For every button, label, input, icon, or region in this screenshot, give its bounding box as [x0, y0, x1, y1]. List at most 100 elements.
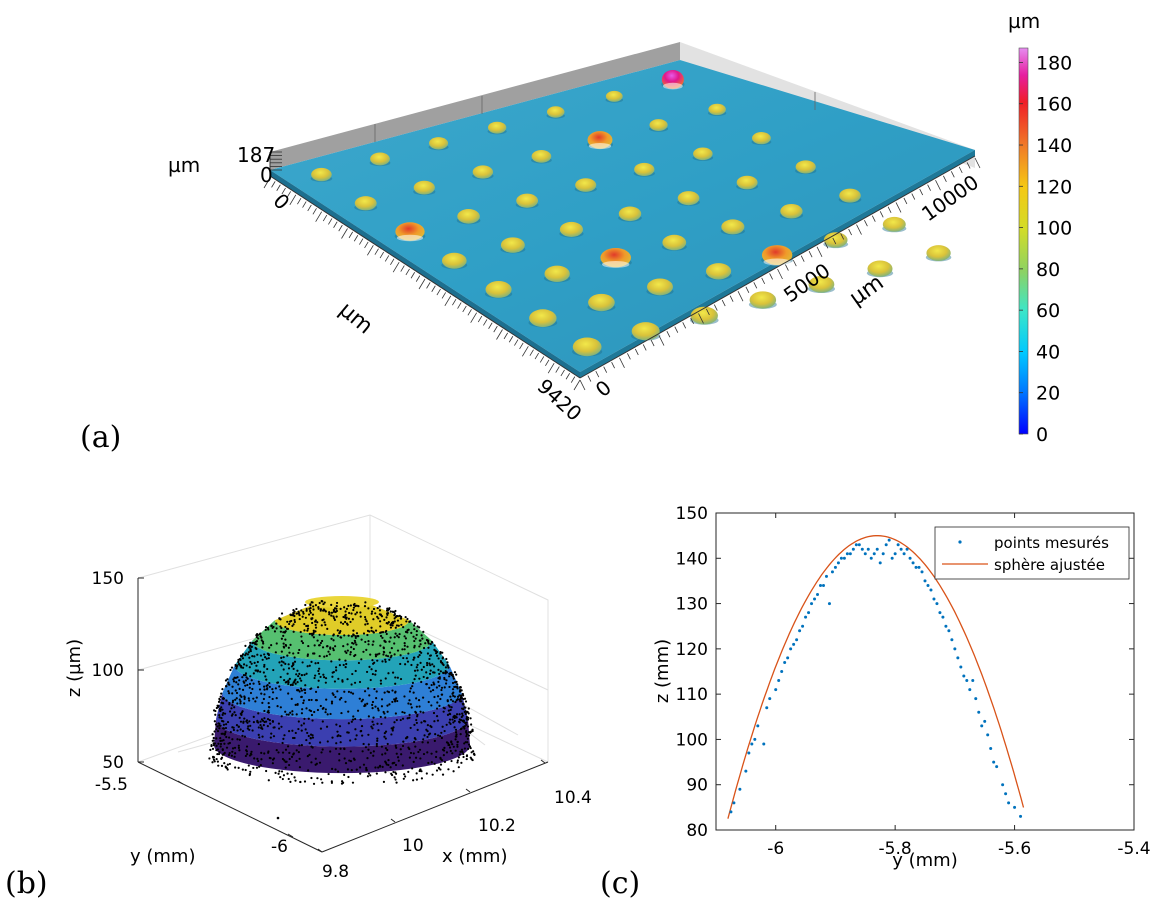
cloud-point [300, 695, 303, 698]
cloud-point [299, 630, 302, 634]
cloud-point [307, 769, 310, 772]
cloud-point [300, 724, 303, 727]
cloud-point [306, 653, 310, 656]
cloud-point [311, 613, 315, 616]
x-axis-tick [415, 275, 421, 282]
cloud-point [300, 679, 303, 682]
b-xtick-10: 10 [402, 836, 424, 856]
cloud-point [463, 742, 466, 745]
cloud-point [260, 726, 263, 729]
x-axis-tick [560, 369, 565, 377]
cloud-point [418, 748, 422, 751]
cloud-point [360, 700, 363, 703]
y-axis-tick [840, 233, 845, 240]
cloud-point [407, 770, 410, 773]
x-axis-tick [307, 204, 312, 212]
a-xtick-0: 0 [268, 189, 294, 215]
cloud-point [422, 630, 425, 633]
cloud-point [281, 751, 285, 754]
legend-point-marker [958, 540, 962, 544]
cloud-point [263, 709, 266, 713]
cloud-point [244, 654, 247, 657]
cloud-point [379, 682, 383, 685]
cloud-point [469, 717, 472, 720]
measured-point [860, 547, 864, 551]
cloud-point [446, 700, 449, 703]
cloud-point [421, 637, 424, 640]
cloud-point [449, 695, 452, 698]
cloud-point [448, 746, 452, 749]
cloud-point [380, 705, 384, 708]
cloud-point [304, 728, 307, 731]
cloud-point [237, 663, 241, 666]
cloud-point [354, 636, 357, 640]
cloud-point [377, 709, 380, 712]
cloud-point [311, 734, 314, 737]
cloud-point [233, 746, 237, 749]
cloud-point [370, 626, 373, 629]
cloud-point [384, 747, 388, 750]
cloud-point [300, 640, 303, 643]
cloud-point [356, 709, 360, 712]
cloud-point [306, 731, 309, 735]
measured-point [983, 719, 987, 723]
measured-point [965, 679, 969, 683]
cloud-point [234, 766, 237, 769]
cloud-point [400, 753, 403, 756]
measured-point [938, 611, 942, 615]
cloud-point [354, 641, 357, 644]
cloud-point [261, 658, 264, 661]
cloud-point [288, 622, 291, 626]
cloud-point [239, 700, 242, 703]
cloud-point [249, 660, 252, 664]
b-ztick-150: 150 [92, 569, 124, 589]
cloud-point [213, 730, 216, 733]
cloud-point [328, 653, 331, 656]
cloud-point [259, 635, 262, 638]
cloud-point [355, 734, 358, 737]
cloud-point [348, 759, 351, 762]
cloud-point [402, 626, 405, 629]
bump [531, 149, 552, 163]
cloud-point [280, 660, 283, 663]
cloud-point [379, 625, 382, 628]
cloud-point [422, 646, 426, 650]
cloud-point [208, 757, 211, 760]
cloud-point [251, 687, 254, 691]
bump [370, 152, 390, 166]
cloud-point [412, 658, 415, 661]
cloud-point [294, 682, 297, 685]
cloud-point [355, 604, 358, 607]
cloud-point [244, 673, 247, 677]
cloud-point [389, 626, 393, 629]
cloud-point [219, 745, 222, 748]
cloud-point [384, 737, 387, 740]
cloud-point [282, 661, 285, 664]
cloud-point [217, 700, 221, 703]
cloud-point [436, 734, 440, 737]
cloud-point [371, 703, 374, 707]
cloud-point [385, 632, 388, 636]
measured-point [774, 688, 778, 692]
cloud-point [322, 602, 325, 606]
cloud-point [415, 772, 418, 775]
cloud-point [333, 680, 337, 683]
point-cloud [208, 596, 476, 820]
cloud-point [323, 601, 326, 604]
measured-point [968, 688, 972, 692]
measured-point [926, 583, 930, 587]
cloud-point [420, 680, 423, 684]
cloud-point [308, 609, 312, 613]
cloud-point [394, 682, 397, 685]
a-ztick-187: 187 [237, 143, 275, 167]
cloud-point [224, 679, 228, 682]
cloud-point [234, 714, 237, 717]
cloud-point [353, 639, 356, 642]
cloud-point [332, 639, 335, 642]
cloud-point [401, 648, 404, 651]
cloud-point [377, 617, 380, 620]
cloud-point [291, 713, 294, 716]
cloud-point [354, 717, 357, 721]
y-tick-label: 150 [676, 504, 708, 524]
